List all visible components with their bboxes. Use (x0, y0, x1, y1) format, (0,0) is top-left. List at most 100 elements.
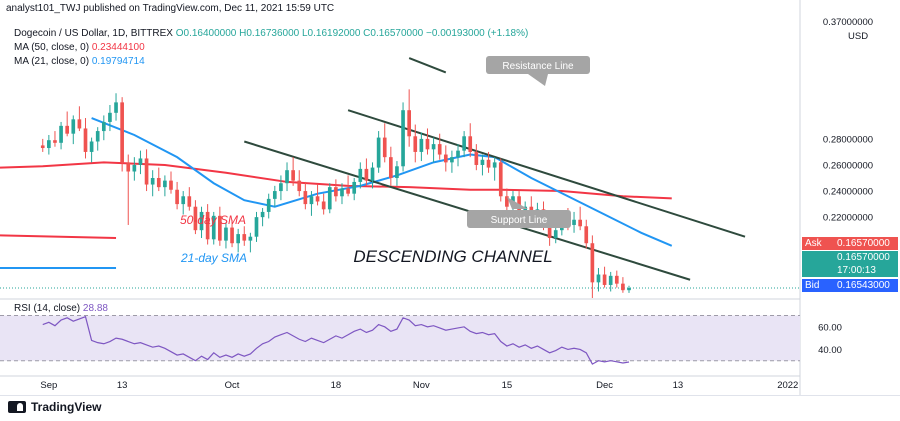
ma50-legend-line (0, 234, 117, 240)
candle-body (401, 110, 405, 167)
candle-body (486, 159, 491, 168)
resistance-line (347, 109, 746, 238)
candle-body (553, 230, 558, 239)
candle-body (175, 189, 179, 205)
candle-body (468, 136, 473, 152)
ask-label: Ask (805, 238, 822, 249)
candle-body (627, 287, 631, 291)
candle-body (53, 140, 57, 143)
candle-body (621, 283, 625, 291)
candle-body (218, 215, 222, 241)
grid (0, 0, 801, 395)
candle-body (462, 136, 466, 151)
candle-body (492, 162, 497, 168)
support-callout-text: Support Line (491, 215, 548, 226)
rsi-legend[interactable]: RSI (14, close) 28.88 (14, 303, 108, 314)
footer-bar: TradingView (0, 395, 900, 421)
candle-body (309, 196, 314, 205)
candle-body (572, 219, 576, 225)
time-tick-label: 18 (331, 380, 342, 391)
bid-label: Bid (805, 280, 820, 291)
brand-name: TradingView (31, 400, 102, 414)
candle-body (590, 243, 595, 283)
ma21-legend[interactable]: MA (21, close, 0) 0.19794714 (14, 56, 145, 67)
rsi-legend-value: 28.88 (82, 303, 108, 314)
candle-body (254, 217, 259, 237)
resistance-callout-pointer (528, 74, 548, 86)
candle-body (40, 145, 45, 149)
candle-body (248, 236, 253, 241)
candle-body (443, 154, 448, 163)
price-tick-label: 0.28000000 (823, 134, 873, 145)
candle-body (89, 141, 94, 152)
candle-body (602, 274, 607, 285)
candle-body (101, 121, 106, 132)
candle-body (364, 168, 369, 181)
instrument-name: Dogecoin / US Dollar, 1D, BITTREX (14, 28, 173, 39)
candle-body (193, 206, 198, 231)
time-tick-label: Oct (225, 380, 240, 391)
candle-body (150, 178, 155, 185)
candle-body (230, 227, 234, 244)
candle-body (83, 128, 88, 152)
price-tick-label: 0.22000000 (823, 213, 873, 224)
support-callout-box (467, 210, 571, 228)
candle-body (547, 224, 552, 239)
ohlc-open: O0.16400000 (175, 28, 237, 39)
candle-body (425, 138, 430, 150)
candle-body (236, 234, 240, 244)
support-line (243, 140, 691, 281)
ma21-legend-label: MA (21, close, 0) (14, 56, 90, 67)
time-tick-label: 13 (673, 380, 684, 391)
price-tick-label: 0.24000000 (823, 187, 873, 198)
candle-body (65, 125, 70, 134)
candle-body (77, 119, 82, 129)
tradingview-logo[interactable]: TradingView (8, 400, 101, 414)
candle-body (523, 206, 528, 212)
time-tick-label: 2022 (777, 380, 798, 391)
ohlc-low: L0.16192000 (301, 28, 361, 39)
candle-body (95, 131, 100, 142)
publisher-header: analyst101_TWJ published on TradingView.… (6, 3, 335, 14)
candle-body (450, 157, 454, 163)
candle-body (211, 215, 216, 240)
ohlc-change: −0.00193000 (+1.18%) (426, 28, 529, 39)
candle-body (395, 166, 399, 179)
candle-body (169, 180, 173, 190)
ma50-legend[interactable]: MA (50, close, 0) 0.23444100 (14, 42, 145, 53)
candle-body (114, 102, 118, 113)
candle-body (376, 137, 381, 168)
candle-body (187, 196, 192, 207)
candle-body (224, 227, 228, 241)
candle-body (126, 162, 131, 172)
rsi-pane (0, 315, 800, 365)
bid-tag: Bid 0.16543000 (802, 279, 898, 292)
candle-body (297, 180, 302, 192)
candle-body (242, 234, 247, 241)
candle-body (260, 211, 265, 218)
candle-body (47, 140, 51, 149)
candle-body (285, 170, 289, 184)
candle-body (505, 196, 509, 207)
candle-body (138, 158, 143, 165)
rsi-tick-label: 40.00 (818, 345, 842, 356)
candle-body (382, 137, 387, 158)
candle-body (291, 170, 295, 181)
ma50-legend-value: 0.23444100 (91, 42, 145, 53)
ma21-legend-value: 0.19794714 (91, 56, 145, 67)
candle-body (346, 188, 350, 194)
resistance-callout-box (486, 56, 590, 74)
currency-label: USD (848, 31, 869, 42)
candle-body (358, 168, 363, 182)
ohlc-high: H0.16736000 (239, 28, 300, 39)
candle-body (474, 151, 479, 165)
channel-stub-line (408, 57, 447, 74)
time-tick-label: 13 (117, 380, 128, 391)
last-price-tag: 0.16570000 17:00:13 (802, 251, 898, 277)
bid-value: 0.16543000 (837, 280, 890, 291)
candle-body (437, 144, 442, 155)
candle-body (132, 164, 137, 172)
candle-body (266, 198, 271, 212)
time-tick-label: Sep (40, 380, 57, 391)
